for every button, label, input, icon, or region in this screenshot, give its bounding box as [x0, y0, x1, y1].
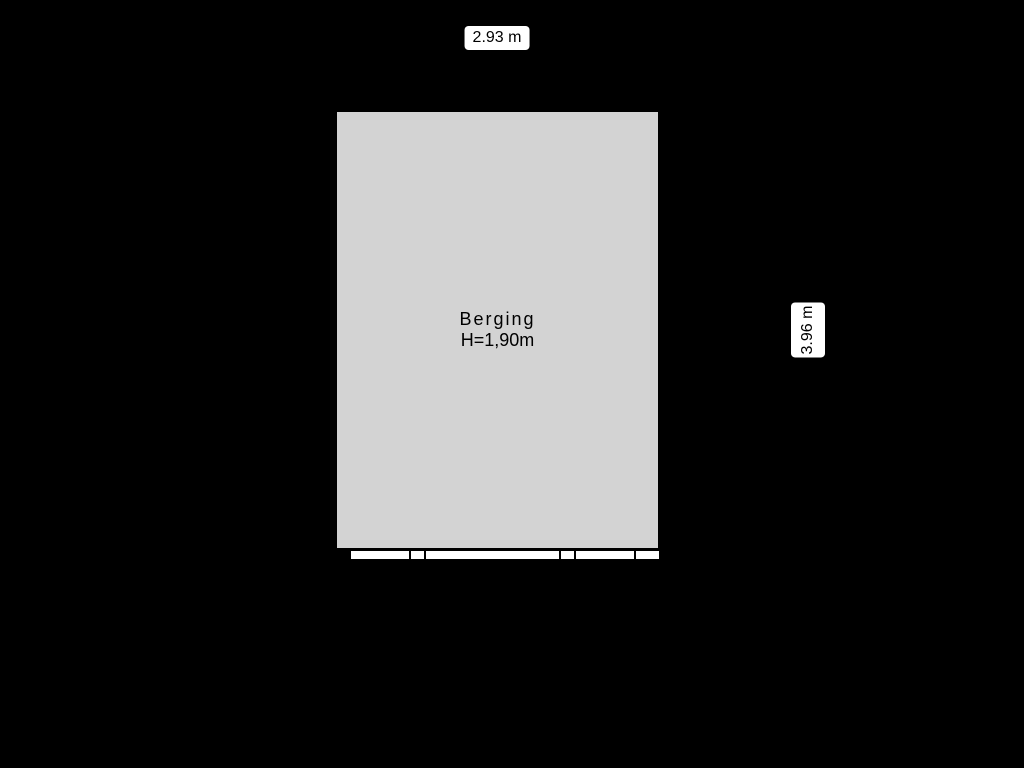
- sill-segment: [410, 550, 425, 560]
- dimension-height-label: 3.96 m: [791, 303, 825, 358]
- room-berging: Berging H=1,90m: [335, 110, 660, 550]
- sill-segment: [425, 550, 560, 560]
- dimension-width-label: 2.93 m: [465, 26, 530, 50]
- room-name: Berging: [459, 309, 535, 330]
- sill-segment: [575, 550, 635, 560]
- sill-segment: [635, 550, 660, 560]
- room-label: Berging H=1,90m: [459, 309, 535, 351]
- floorplan-canvas: Berging H=1,90m 2.93 m 3.96 m: [0, 0, 1024, 768]
- sill-segment: [350, 550, 410, 560]
- room-height-label: H=1,90m: [459, 330, 535, 351]
- sill-segment: [560, 550, 575, 560]
